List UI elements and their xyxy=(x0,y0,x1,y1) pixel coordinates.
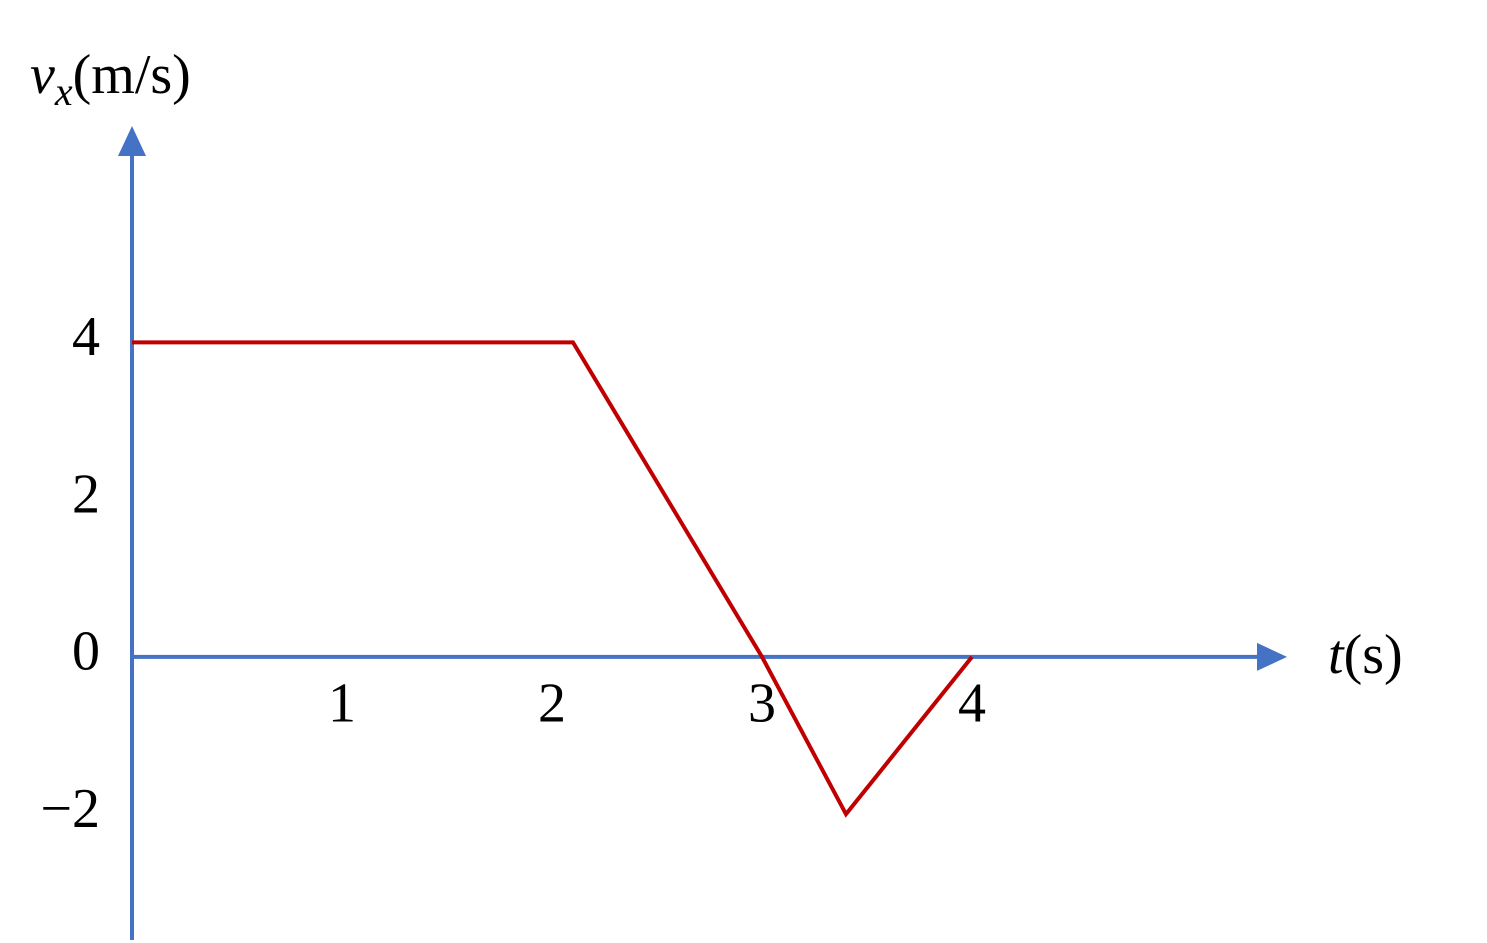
y-label-sub: x xyxy=(54,69,73,114)
x-tick-label: 2 xyxy=(538,673,566,735)
y-axis-arrow xyxy=(118,126,146,156)
y-label-unit: (m/s) xyxy=(73,44,191,106)
y-tick-label: 0 xyxy=(72,621,100,683)
y-tick-label: 4 xyxy=(72,306,100,368)
x-tick-label: 4 xyxy=(958,673,986,735)
x-axis-arrow xyxy=(1257,642,1287,671)
y-label-var: v xyxy=(30,44,55,106)
y-tick-label: −2 xyxy=(40,778,100,840)
x-tick-label: 3 xyxy=(748,673,776,735)
x-tick-label: 1 xyxy=(328,673,356,735)
data-line xyxy=(132,340,974,818)
x-label-unit: (s) xyxy=(1344,624,1403,686)
x-label-var: t xyxy=(1328,624,1345,686)
y-axis-label: vx(m/s) xyxy=(30,44,191,114)
x-axis-label: t(s) xyxy=(1328,624,1403,686)
y-tick-label: 2 xyxy=(72,463,100,525)
